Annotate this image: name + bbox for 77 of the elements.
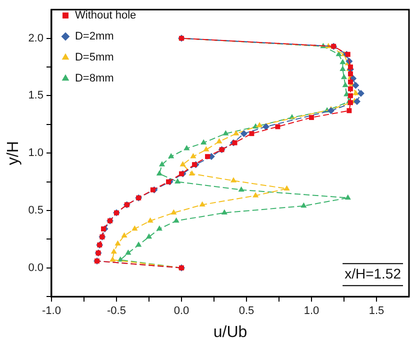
legend-label: D=5mm: [74, 52, 114, 64]
y-tick-label: 0.0: [28, 262, 44, 274]
point: [340, 58, 346, 64]
point: [170, 209, 177, 215]
point: [348, 86, 353, 92]
point: [357, 90, 364, 97]
point: [203, 146, 210, 152]
legend-label: Without hole: [74, 10, 136, 22]
x-axis-title: u/Ub: [213, 324, 248, 341]
y-tick-label: 2.0: [28, 32, 44, 44]
point: [222, 130, 229, 136]
legend-label: D=2mm: [74, 30, 114, 43]
point: [101, 226, 106, 232]
x-tick-label: 0.0: [174, 305, 190, 318]
x-tick-label: 1.0: [304, 305, 320, 318]
y-tick-label: 0.5: [28, 204, 44, 217]
point: [156, 225, 162, 231]
x-tick-label: -1.0: [42, 305, 61, 318]
point: [238, 186, 244, 192]
point: [132, 225, 138, 231]
x-tick-label: -0.5: [107, 305, 126, 318]
point: [174, 178, 181, 184]
point: [110, 256, 116, 262]
point: [110, 248, 117, 254]
point: [199, 201, 206, 207]
point: [190, 153, 196, 158]
x-tick-label: 1.5: [368, 305, 384, 318]
point: [188, 170, 195, 176]
point: [173, 217, 180, 223]
point: [216, 138, 222, 144]
point: [354, 98, 360, 105]
y-tick-label: 1.5: [28, 90, 44, 102]
point: [146, 233, 152, 239]
point: [249, 131, 254, 136]
y-tick-label: 1.0: [28, 147, 44, 160]
point: [179, 171, 184, 176]
point: [168, 153, 174, 158]
point: [342, 82, 348, 88]
point: [309, 115, 314, 120]
point: [125, 249, 132, 255]
point: [300, 202, 307, 208]
point: [340, 66, 346, 72]
point: [352, 82, 360, 89]
point: [158, 161, 166, 166]
point: [256, 122, 263, 128]
point: [200, 139, 207, 145]
point: [348, 71, 353, 76]
point: [205, 154, 210, 160]
point: [166, 179, 171, 184]
point: [328, 107, 334, 114]
annotation: x/H=1.52: [344, 265, 402, 282]
point: [230, 177, 237, 182]
y-axis-title: y/H: [5, 141, 22, 166]
x-tick-label: 0.5: [238, 305, 254, 318]
point: [262, 123, 270, 130]
point: [121, 232, 128, 238]
point: [348, 93, 353, 98]
point: [147, 217, 154, 223]
point: [180, 161, 186, 166]
point: [252, 192, 259, 198]
point: [284, 185, 290, 190]
point: [184, 145, 190, 150]
point: [346, 108, 352, 114]
point: [150, 187, 156, 192]
point: [233, 130, 240, 136]
point: [240, 130, 248, 138]
point: [114, 240, 121, 246]
point: [340, 74, 348, 80]
point: [156, 170, 162, 176]
legend-label: D=8mm: [74, 72, 114, 85]
point: [352, 90, 359, 96]
point: [221, 209, 228, 215]
point: [275, 124, 280, 130]
point: [348, 100, 353, 106]
point: [344, 194, 351, 200]
point: [192, 162, 197, 168]
point: [136, 241, 142, 247]
